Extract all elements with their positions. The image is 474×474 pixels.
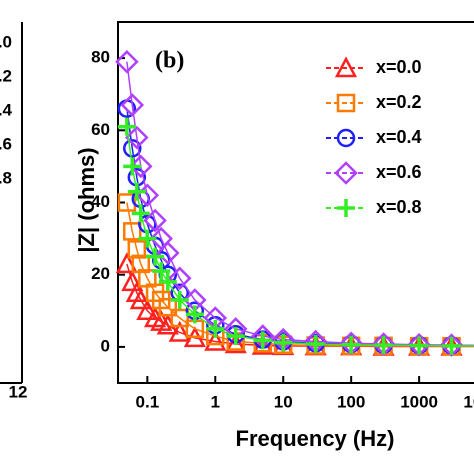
marker <box>439 333 464 357</box>
marker <box>374 336 393 355</box>
marker <box>158 297 178 317</box>
marker <box>206 319 225 338</box>
marker <box>125 125 149 150</box>
marker <box>336 128 356 148</box>
marker <box>152 262 171 281</box>
y-tick-label: 0 <box>101 336 110 355</box>
marker <box>168 320 191 342</box>
legend-label: x=0.4 <box>376 127 422 147</box>
marker <box>123 139 142 158</box>
marker <box>143 208 167 233</box>
legend-label: x=0.0 <box>0 32 12 51</box>
x-tick-label: 100 <box>337 392 365 411</box>
marker <box>123 157 142 176</box>
marker <box>253 331 272 350</box>
marker <box>129 288 152 310</box>
series-line <box>126 126 474 347</box>
x-tick-label: 10 <box>274 392 293 411</box>
marker <box>274 333 293 352</box>
marker <box>136 299 159 321</box>
marker <box>442 336 461 355</box>
legend-label: x=0.4 <box>0 100 13 119</box>
x-tick-label: 1000 <box>400 392 438 411</box>
legend-label: x=0.2 <box>0 66 12 85</box>
marker <box>146 247 165 266</box>
marker <box>138 229 157 248</box>
marker <box>131 254 151 274</box>
x-tick-label: 1 <box>211 392 220 411</box>
x-tick-label: 0.1 <box>136 392 160 411</box>
marker <box>127 182 146 201</box>
marker <box>167 266 192 291</box>
panel-label: (b) <box>155 48 184 74</box>
x-tick-label: 12 <box>9 382 28 401</box>
marker <box>170 290 189 309</box>
marker <box>158 272 177 291</box>
marker <box>115 252 138 274</box>
marker <box>170 308 190 328</box>
marker <box>131 204 150 223</box>
y-tick-label: 20 <box>91 264 110 283</box>
x-tick-label: 10000 <box>463 392 474 411</box>
marker <box>185 305 204 324</box>
legend-label: x=0.8 <box>0 168 12 187</box>
marker <box>156 241 180 265</box>
marker <box>224 332 247 354</box>
marker <box>117 117 136 136</box>
marker <box>334 161 358 185</box>
marker <box>120 93 145 117</box>
x-axis-label: Frequency (Hz) <box>236 426 395 451</box>
left-panel: x=0.0 x=0.2 x=0.4 x=0.6 x=0.8 <box>0 22 23 384</box>
marker <box>306 335 325 354</box>
legend-label: x=0.0 <box>376 57 422 77</box>
marker <box>226 327 245 346</box>
marker <box>336 93 356 113</box>
y-axis-label: |Z| (ohms) <box>74 147 99 252</box>
y-tick-label: 60 <box>91 120 110 139</box>
marker <box>115 49 139 74</box>
marker <box>204 329 227 351</box>
marker <box>342 335 361 354</box>
marker <box>127 240 147 259</box>
y-tick-label: 80 <box>91 48 110 67</box>
marker <box>410 336 429 355</box>
marker <box>407 332 431 357</box>
marker <box>337 199 355 217</box>
marker <box>334 56 358 78</box>
marker <box>123 222 142 241</box>
legend-label: x=0.2 <box>376 92 422 112</box>
y-tick-label: 40 <box>91 192 110 211</box>
legend-label: x=0.8 <box>376 197 422 217</box>
legend-label: x=0.6 <box>0 134 12 153</box>
marker <box>128 154 153 179</box>
legend-label: x=0.6 <box>376 162 422 182</box>
